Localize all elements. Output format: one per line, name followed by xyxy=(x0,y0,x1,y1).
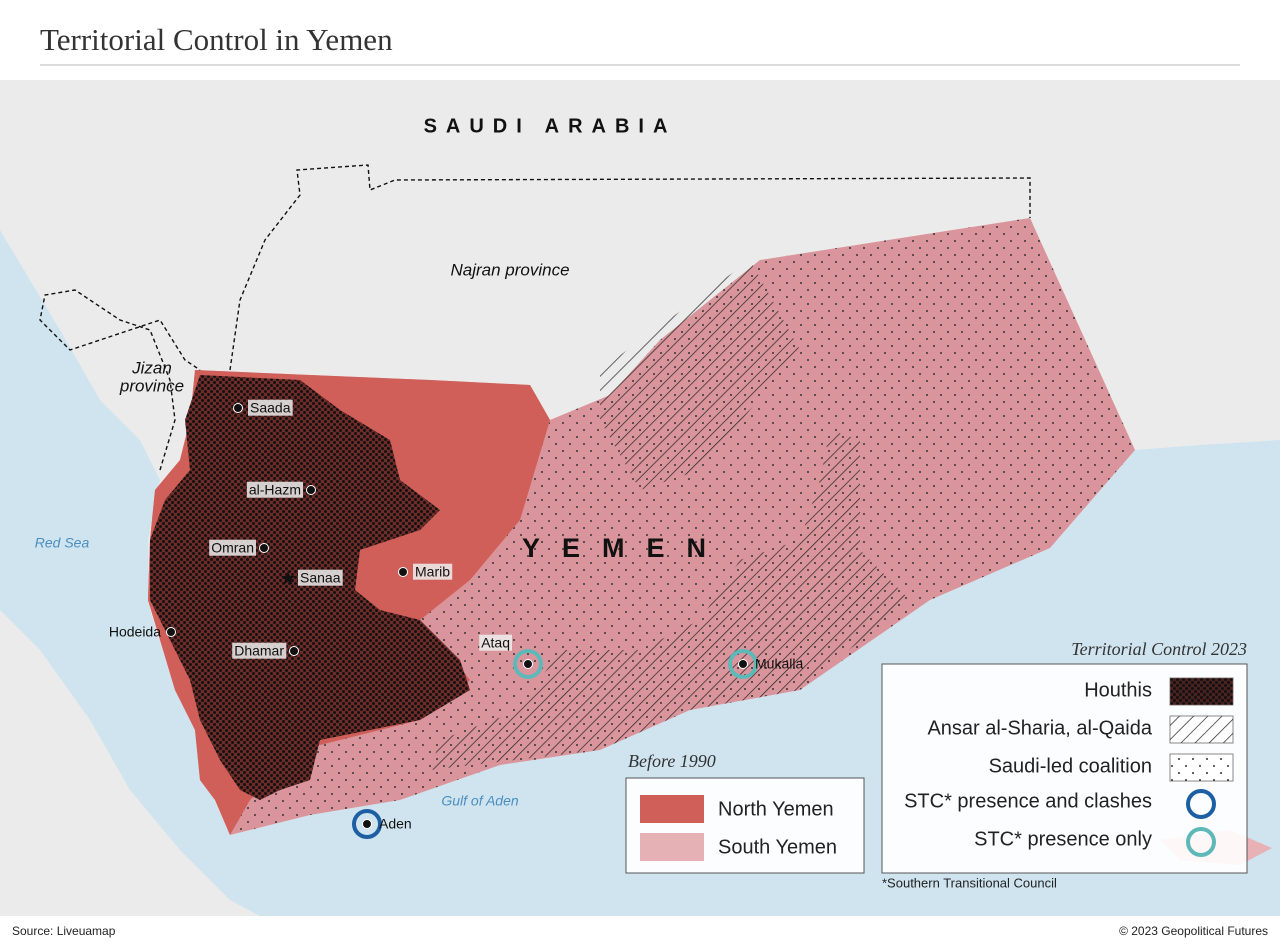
city-label: al-Hazm xyxy=(249,482,301,498)
header-bg xyxy=(0,0,1280,80)
city-label: Dhamar xyxy=(234,643,284,659)
city-label-bg xyxy=(413,563,453,580)
city-label: Mukalla xyxy=(755,656,803,672)
city-dot xyxy=(362,819,372,829)
city-dot xyxy=(289,646,299,656)
city-label-bg xyxy=(479,634,512,651)
legend-label: STC* presence and clashes xyxy=(904,790,1152,812)
city-ring xyxy=(513,649,543,679)
legend-items: Houthis Ansar al-Sharia, al-Qaida Saudi-le… xyxy=(904,677,1234,857)
legend-swatch-pattern xyxy=(1170,716,1233,743)
city-label: Hodeida xyxy=(109,624,161,640)
legend-label: North Yemen xyxy=(718,798,834,820)
legend-label: South Yemen xyxy=(718,836,837,858)
legend-ring xyxy=(1186,827,1216,857)
source: Source: Liveuamap xyxy=(12,924,116,938)
legend-title: Before 1990 xyxy=(628,751,716,771)
country-label: YEMEN xyxy=(522,533,728,563)
sea-label: Red Sea xyxy=(35,535,90,551)
city-label: Aden xyxy=(379,816,412,832)
region-label: Najran province xyxy=(450,260,569,279)
legend-note: *Southern Transitional Council xyxy=(882,875,1057,890)
aqap-area xyxy=(430,430,910,770)
city-label-bg xyxy=(246,481,303,498)
legend-swatch xyxy=(640,833,704,861)
city-dot xyxy=(166,627,176,637)
region-label: province xyxy=(119,376,184,395)
legend-swatch xyxy=(640,795,704,823)
aqap-area xyxy=(600,260,800,490)
city-label-bg xyxy=(209,539,256,556)
city-label: Sanaa xyxy=(300,570,341,586)
city-ring xyxy=(728,649,758,679)
city-label: Ataq xyxy=(481,635,510,651)
border-saudi xyxy=(229,164,1031,371)
city-label: Saada xyxy=(250,400,291,416)
footer-bg xyxy=(0,916,1280,946)
land-africa xyxy=(0,610,260,916)
city-dot xyxy=(259,543,269,553)
capital-marker xyxy=(281,571,295,585)
city-dot xyxy=(523,659,533,669)
legend-label: Ansar al-Sharia, al-Qaida xyxy=(927,717,1152,739)
legend-ring xyxy=(1186,789,1216,819)
border-jizan xyxy=(39,289,201,471)
legend-label: Saudi-led coalition xyxy=(989,755,1152,777)
city-label-bg xyxy=(232,642,287,659)
city-label-bg xyxy=(298,569,343,586)
country-label: SAUDI ARABIA xyxy=(424,115,677,137)
city-dot xyxy=(306,485,316,495)
legend-label: Houthis xyxy=(1084,679,1152,701)
sea-label: Gulf of Aden xyxy=(441,793,519,809)
legend-label: STC* presence only xyxy=(974,828,1152,850)
cities: Saada al-Hazm Omran Sanaa Marib Hodeida Dhamar… xyxy=(109,399,803,839)
houthi-area xyxy=(150,375,470,800)
legend-swatch-pattern xyxy=(1170,754,1233,781)
title: Territorial Control in Yemen xyxy=(40,22,393,57)
city-dot xyxy=(398,567,408,577)
city-ring xyxy=(352,809,382,839)
city-dot xyxy=(233,403,243,413)
saudi-led-area xyxy=(230,218,1135,835)
city-label: Marib xyxy=(415,564,450,580)
city-dot xyxy=(738,659,748,669)
city-label-bg xyxy=(248,399,293,416)
legend-swatch-pattern xyxy=(1170,678,1233,705)
region-label: Jizan xyxy=(131,358,172,377)
credit: © 2023 Geopolitical Futures xyxy=(1119,924,1268,938)
legend-title: Territorial Control 2023 xyxy=(1071,639,1247,659)
city-label: Omran xyxy=(211,540,254,556)
